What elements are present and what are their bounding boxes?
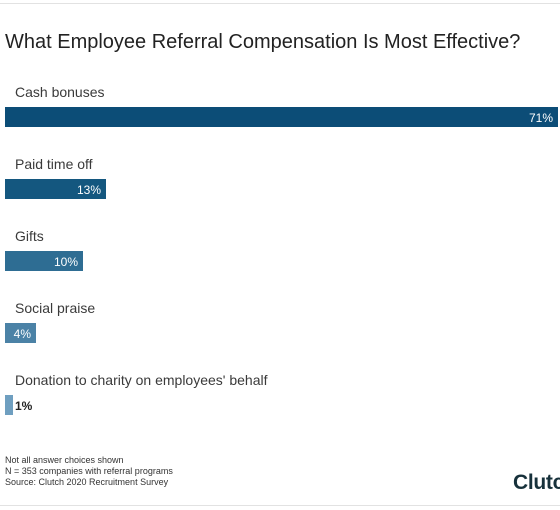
value-label-paid-time-off: 13% xyxy=(77,183,101,197)
value-label-donation-to-charity-on-employees-behalf: 1% xyxy=(15,399,33,413)
bar-gifts xyxy=(5,251,83,271)
footnote-choices: Not all answer choices shown xyxy=(5,455,124,465)
category-label-donation-to-charity-on-employees-behalf: Donation to charity on employees' behalf xyxy=(15,372,268,388)
chart-title: What Employee Referral Compensation Is M… xyxy=(5,31,521,53)
footnote-sample: N = 353 companies with referral programs xyxy=(5,466,173,476)
value-label-social-praise: 4% xyxy=(14,327,32,341)
bar-cash-bonuses xyxy=(5,107,558,127)
bar-donation-to-charity-on-employees-behalf xyxy=(5,395,13,415)
category-label-gifts: Gifts xyxy=(15,228,44,244)
value-label-gifts: 10% xyxy=(54,255,78,269)
bottom-divider xyxy=(0,505,560,506)
footnote-source: Source: Clutch 2020 Recruitment Survey xyxy=(5,477,169,487)
clutch-logo: Clutch xyxy=(513,471,560,494)
value-label-cash-bonuses: 71% xyxy=(529,111,553,125)
bar-social-praise xyxy=(5,323,36,343)
category-label-cash-bonuses: Cash bonuses xyxy=(15,84,105,100)
bar-paid-time-off xyxy=(5,179,106,199)
top-divider xyxy=(0,3,560,4)
footnotes: Not all answer choices shown N = 353 com… xyxy=(5,455,173,488)
category-label-social-praise: Social praise xyxy=(15,300,95,316)
category-label-paid-time-off: Paid time off xyxy=(15,156,93,172)
